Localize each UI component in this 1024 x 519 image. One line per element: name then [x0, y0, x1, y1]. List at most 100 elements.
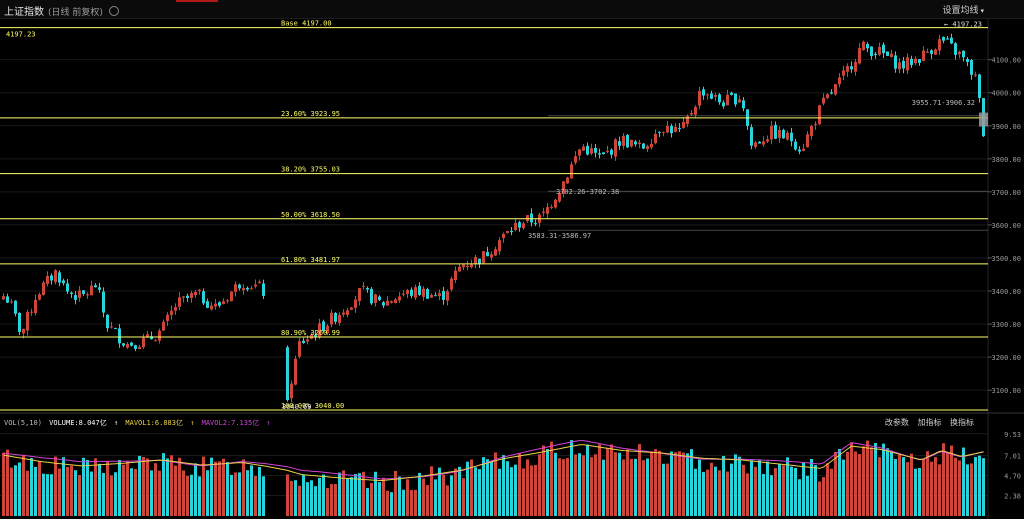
candle-body — [690, 113, 693, 115]
volume-bar — [910, 453, 913, 516]
volume-bar — [762, 474, 765, 516]
candle-body — [530, 213, 533, 223]
candle-body — [498, 240, 501, 252]
volume-bar — [490, 461, 493, 516]
gap-label: 3702.26-3702.38 — [556, 188, 619, 196]
volume-bar — [970, 463, 973, 516]
candle-body — [658, 131, 661, 133]
volume-bar — [478, 469, 481, 516]
candle-body — [546, 207, 549, 214]
edit-params-button[interactable]: 改参数 — [884, 418, 909, 427]
volume-bar — [862, 446, 865, 516]
mavol2-arrow: ↑ — [266, 419, 271, 427]
volume-bar — [578, 453, 581, 516]
candle-body — [194, 291, 197, 296]
volume-bar — [498, 468, 501, 516]
volume-bar — [638, 444, 641, 516]
volume-bar — [238, 472, 241, 516]
candle-body — [786, 132, 789, 140]
volume-bar — [70, 465, 73, 516]
chart-title[interactable]: 上证指数 (日线 前复权) — [4, 3, 119, 18]
candle-body — [410, 289, 413, 296]
candle-body — [318, 323, 321, 337]
volume-bar — [882, 443, 885, 516]
volume-bar — [470, 459, 473, 516]
volume-bar — [670, 451, 673, 516]
volume-tick-label: 7.01 — [1004, 453, 1021, 461]
volume-bar — [430, 466, 433, 516]
volume-bar — [10, 467, 13, 516]
gap-label: 3583.31-3586.97 — [528, 232, 591, 240]
volume-bar — [722, 455, 725, 516]
candle-body — [178, 297, 181, 307]
volume-bar — [854, 451, 857, 516]
candle-body — [254, 284, 257, 287]
volume-bar — [178, 457, 181, 516]
volume-bar — [958, 460, 961, 516]
candle-body — [354, 299, 357, 308]
volume-bar — [362, 471, 365, 516]
candle-body — [938, 39, 941, 51]
volume-tick-label: 2.38 — [1004, 492, 1021, 500]
volume-bar — [922, 458, 925, 516]
set-ma-button[interactable]: 设置均线 ▾ — [942, 3, 984, 16]
candle-body — [722, 102, 725, 107]
add-indicator-button[interactable]: 加指标 — [917, 418, 942, 427]
volume-bar — [506, 461, 509, 516]
volume-bar — [342, 470, 345, 516]
candle-body — [858, 47, 861, 64]
volume-bar — [326, 488, 329, 516]
candle-body — [202, 291, 205, 304]
candle-body — [190, 293, 193, 299]
candle-body — [510, 230, 513, 233]
switch-indicator-button[interactable]: 换指标 — [950, 418, 974, 427]
candle-body — [654, 133, 657, 144]
candle-body — [6, 296, 9, 303]
volume-bar — [102, 473, 105, 516]
volume-bar — [294, 480, 297, 516]
volume-bar — [946, 452, 949, 516]
volume-bar — [898, 454, 901, 516]
volume-bar — [170, 455, 173, 516]
candle-body — [730, 92, 733, 95]
candle-body — [930, 50, 933, 54]
candle-body — [246, 287, 249, 290]
set-ma-label: 设置均线 — [942, 6, 979, 16]
candle-body — [582, 146, 585, 151]
volume-bar — [66, 466, 69, 516]
volume-bar — [866, 440, 869, 516]
volume-indicator-name: VOL(5,10) — [4, 419, 42, 427]
candle-body — [418, 285, 421, 295]
candle-body — [742, 100, 745, 109]
candle-body — [18, 312, 21, 332]
candle-body — [58, 272, 61, 283]
candle-body — [458, 266, 461, 272]
volume-bar — [886, 448, 889, 516]
volume-bar — [386, 490, 389, 516]
volume-bar — [450, 475, 453, 516]
volume-bar — [434, 479, 437, 516]
candle-body — [958, 51, 961, 55]
candle-body — [478, 258, 481, 264]
candle-body — [862, 41, 865, 50]
candle-body — [102, 291, 105, 313]
candle-body — [362, 285, 365, 287]
volume-bar — [410, 489, 413, 516]
volume-bar — [222, 458, 225, 516]
candle-body — [110, 326, 113, 328]
volume-bar — [514, 464, 517, 516]
volume-bar-series — [2, 440, 985, 516]
volume-bar — [790, 466, 793, 516]
volume-bar — [626, 449, 629, 516]
candle-body — [10, 301, 13, 303]
candle-body — [130, 342, 133, 346]
volume-bar — [694, 468, 697, 516]
active-tab-marker — [176, 0, 218, 2]
volume-bar — [346, 478, 349, 516]
volume-bar — [974, 457, 977, 516]
volume-bar — [550, 441, 553, 516]
candle-body — [390, 301, 393, 303]
volume-bar — [906, 462, 909, 516]
gear-icon[interactable] — [108, 6, 119, 16]
